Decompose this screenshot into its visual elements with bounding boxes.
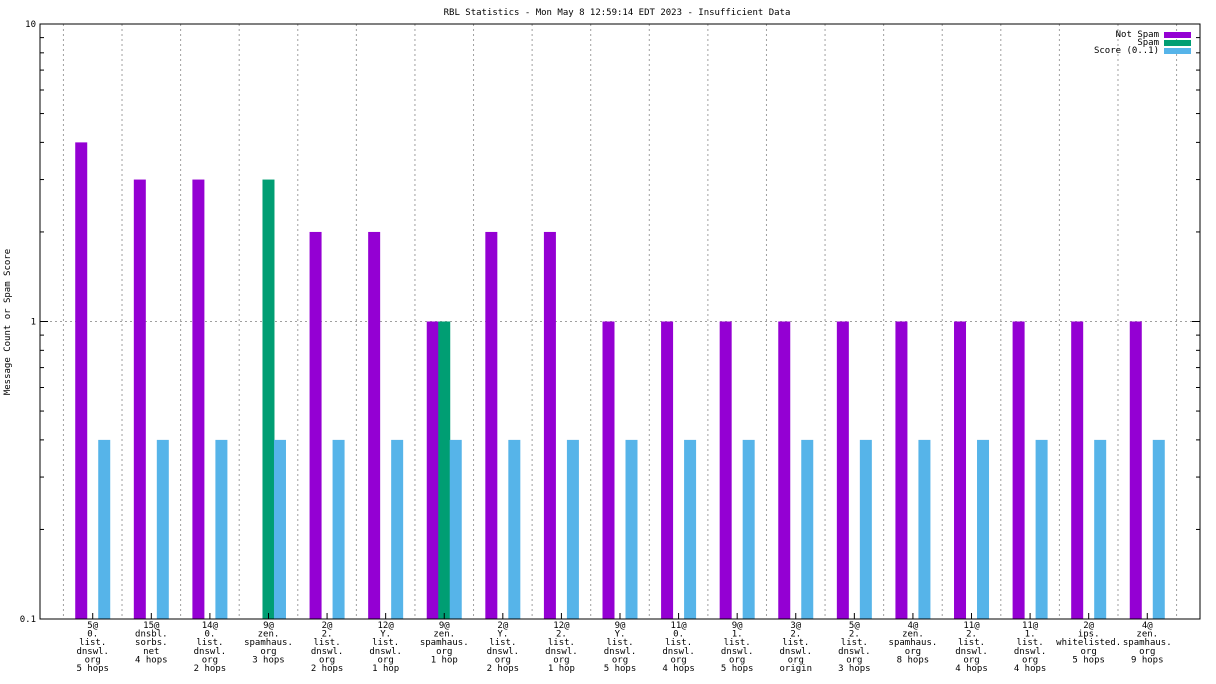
bar-not-spam [895,321,908,619]
legend-label: Not Spam [1116,30,1159,40]
legend-label: Score (0..1) [1094,46,1159,56]
ticks: 0.1 1 10 [20,20,1200,625]
bar-score-0-1 [98,439,111,619]
y-tick-label: 0.1 [20,615,36,625]
x-tick-label: 5@ 0. list. dnswl. org 5 hops [76,621,109,674]
bar-not-spam [75,142,88,619]
bar-score-0-1 [684,439,697,619]
bar-not-spam [426,321,439,619]
x-tick-label: 9@ 1. list. dnswl. org 5 hops [721,621,754,674]
x-tick-label: 4@ zen. spamhaus. org 9 hops [1123,621,1172,665]
y-tick-label: 10 [25,20,36,30]
bar-score-0-1 [566,439,579,619]
grid [40,24,1200,619]
bar-score-0-1 [215,439,228,619]
bar-not-spam [954,321,967,619]
bar-score-0-1 [391,439,404,619]
y-axis-label: Message Count or Spam Score [3,249,13,395]
bar-score-0-1 [859,439,872,619]
bar-score-0-1 [1152,439,1165,619]
x-tick-label: 9@ Y. list. dnswl. org 5 hops [604,621,637,674]
bar-score-0-1 [449,439,462,619]
y-tick-label: 1 [31,318,36,328]
bar-not-spam [602,321,615,619]
bar-score-0-1 [1035,439,1048,619]
bar-score-0-1 [918,439,931,619]
x-tick-labels: 5@ 0. list. dnswl. org 5 hops 15@ dnsbl. sorbs. n… [76,621,1171,674]
bar-not-spam [1071,321,1084,619]
chart-title: RBL Statistics - Mon May 8 12:59:14 EDT … [444,8,791,18]
bar-not-spam [778,321,791,619]
x-tick-label: 15@ dnsbl. sorbs. net 4 hops [135,621,168,665]
bar-spam [438,321,451,619]
bar-score-0-1 [508,439,521,619]
bar-score-0-1 [332,439,345,619]
x-tick-label: 2@ 2. list. dnswl. org 2 hops [311,621,344,674]
bar-not-spam [192,179,205,619]
legend-swatch [1164,48,1191,54]
bar-score-0-1 [625,439,638,619]
x-tick-label: 11@ 2. list. dnswl. org 4 hops [955,621,988,674]
bar-not-spam [836,321,849,619]
x-tick-label: 5@ 2. list. dnswl. org 3 hops [838,621,871,674]
bar-score-0-1 [742,439,755,619]
bar-not-spam [368,231,381,619]
bar-score-0-1 [801,439,814,619]
bar-not-spam [133,179,146,619]
x-tick-label: 14@ 0. list. dnswl. org 2 hops [194,621,227,674]
bar-score-0-1 [977,439,990,619]
bar-not-spam [1012,321,1025,619]
x-tick-label: 9@ zen. spamhaus. org 1 hop [420,621,469,665]
legend-swatch [1164,40,1191,46]
bar-spam [262,179,275,619]
x-tick-label: 2@ ips. whitelisted. org 5 hops [1056,621,1121,665]
x-tick-label: 12@ 2. list. dnswl. org 1 hop [545,621,578,674]
bar-not-spam [309,231,322,619]
bar-not-spam [1129,321,1142,619]
x-tick-label: 4@ zen. spamhaus. org 8 hops [889,621,938,665]
x-tick-label: 11@ 1. list. dnswl. org 4 hops [1014,621,1047,674]
legend-label: Spam [1137,38,1159,48]
x-tick-label: 11@ 0. list. dnswl. org 4 hops [662,621,695,674]
bar-score-0-1 [1094,439,1107,619]
x-tick-label: 2@ Y. list. dnswl. org 2 hops [487,621,520,674]
legend-swatch [1164,32,1191,38]
bar-not-spam [543,231,556,619]
bar-not-spam [485,231,498,619]
bar-not-spam [661,321,674,619]
bar-score-0-1 [273,439,286,619]
bar-score-0-1 [156,439,169,619]
x-tick-label: 3@ 2. list. dnswl. org origin [779,621,812,674]
bar-not-spam [719,321,732,619]
bars [75,142,1165,619]
x-tick-label: 12@ Y. list. dnswl. org 1 hop [369,621,402,674]
x-tick-label: 9@ zen. spamhaus. org 3 hops [244,621,293,665]
